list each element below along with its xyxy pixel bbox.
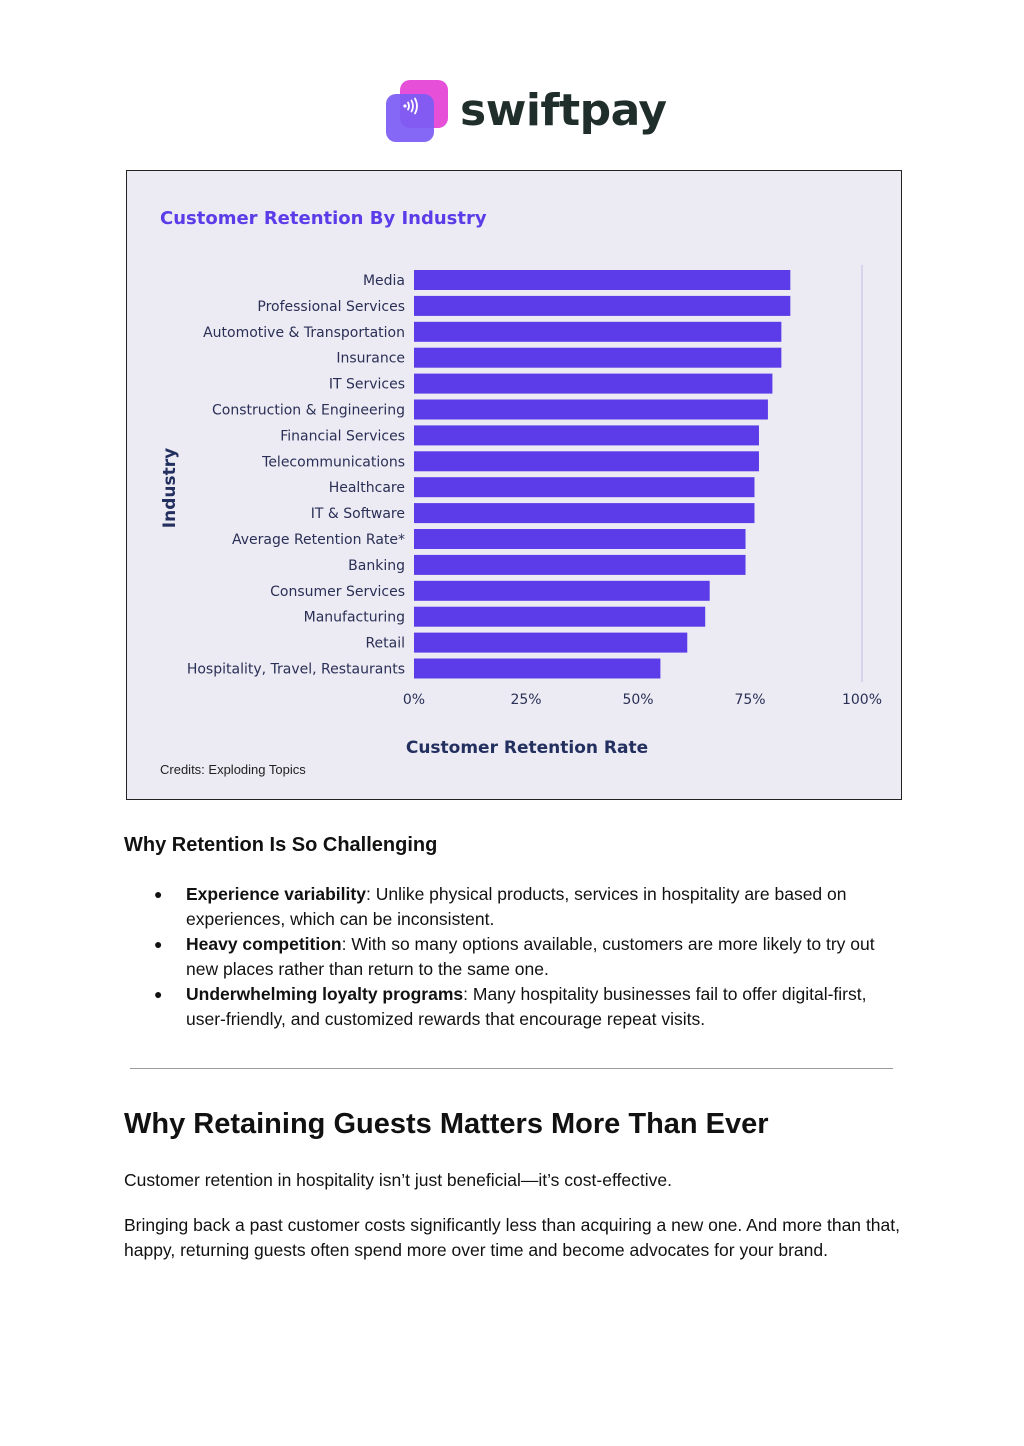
bar: [414, 606, 706, 627]
challenge-list: ● Experience variability: Unlike physica…: [124, 882, 900, 1032]
category-label: Media: [363, 273, 405, 289]
bar: [414, 270, 791, 290]
bullet-term: Heavy competition: [186, 934, 342, 954]
category-label: Hospitality, Travel, Restaurants: [187, 662, 405, 678]
x-axis-title: Customer Retention Rate: [406, 738, 648, 758]
category-label: Professional Services: [257, 299, 405, 315]
retention-chart: Customer Retention By Industry Media Profe…: [126, 170, 902, 800]
article-heading: Why Retaining Guests Matters More Than E…: [124, 1108, 769, 1140]
category-label: Average Retention Rate*: [232, 532, 405, 548]
bar: [414, 373, 773, 394]
bar: [414, 580, 710, 601]
category-label: IT Services: [329, 377, 405, 393]
section-heading: Why Retention Is So Challenging: [124, 834, 438, 856]
bullet-icon: ●: [154, 936, 163, 952]
category-label: Retail: [365, 636, 405, 652]
bullet-term: Experience variability: [186, 884, 366, 904]
list-item: ● Heavy competition: With so many option…: [124, 932, 900, 982]
list-item: ● Experience variability: Unlike physica…: [124, 882, 900, 932]
x-tick-label: 25%: [510, 692, 541, 708]
body-paragraph: Bringing back a past customer costs sign…: [124, 1215, 900, 1260]
bullet-icon: ●: [154, 886, 163, 902]
bar: [414, 554, 746, 575]
retention-bar-chart: Customer Retention By Industry Media Profe…: [160, 208, 882, 758]
y-axis-title: Industry: [160, 448, 180, 528]
bullet-text: : Unlike physical products, services in …: [186, 884, 847, 929]
category-label: Consumer Services: [270, 584, 405, 600]
bar: [414, 321, 782, 342]
bar: [414, 632, 688, 653]
bar: [414, 399, 768, 420]
contactless-payment-icon: [386, 80, 450, 144]
category-label: Manufacturing: [304, 610, 405, 626]
list-item: ● Underwhelming loyalty programs: Many h…: [124, 982, 900, 1032]
category-label: Healthcare: [329, 480, 405, 496]
category-label: Banking: [348, 558, 405, 574]
x-tick-label: 100%: [842, 692, 882, 708]
bar: [414, 451, 759, 472]
intro-paragraph: Customer retention in hospitality isn’t …: [124, 1170, 672, 1190]
swiftpay-logo: swiftpay: [386, 80, 667, 144]
bullet-term: Underwhelming loyalty programs: [186, 984, 464, 1004]
chart-credits: Credits: Exploding Topics: [160, 762, 306, 777]
bar: [414, 529, 746, 549]
chart-title: Customer Retention By Industry: [160, 208, 487, 229]
bar: [414, 347, 782, 368]
category-label: Telecommunications: [261, 454, 405, 470]
category-label: Automotive & Transportation: [203, 325, 405, 341]
category-label: Construction & Engineering: [212, 403, 405, 419]
x-tick-label: 75%: [734, 692, 765, 708]
category-label: IT & Software: [311, 506, 405, 522]
horizontal-divider: [130, 1068, 893, 1069]
brand-name: swiftpay: [460, 85, 667, 136]
bar: [414, 658, 661, 679]
bar: [414, 477, 755, 498]
bullet-icon: ●: [154, 986, 163, 1002]
bar: [414, 425, 759, 446]
category-label: Financial Services: [280, 428, 405, 444]
bar: [414, 503, 755, 524]
bullet-text: : Many hospitality businesses fail to of…: [186, 984, 867, 1029]
bar: [414, 295, 791, 316]
x-tick-label: 50%: [622, 692, 653, 708]
category-label: Insurance: [336, 351, 405, 367]
bullet-text: : With so many options available, custom…: [186, 934, 875, 979]
x-tick-label: 0%: [403, 692, 425, 708]
